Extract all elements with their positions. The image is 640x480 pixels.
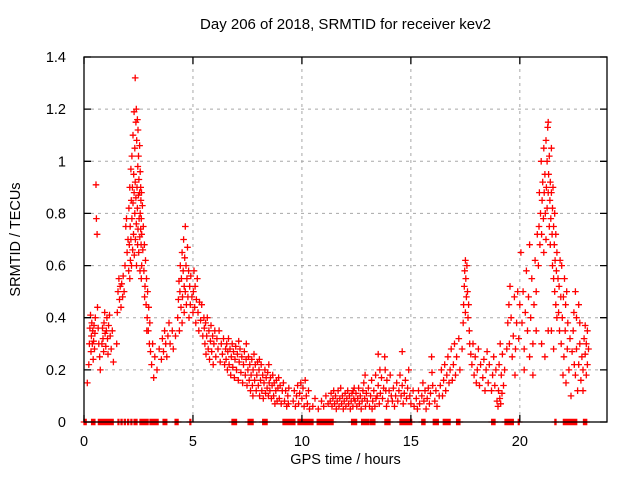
x-tick-label: 20 — [512, 434, 528, 450]
y-tick-label: 1 — [58, 154, 66, 170]
y-tick-label: 0 — [58, 415, 66, 431]
x-tick-label: 15 — [403, 434, 419, 450]
y-tick-label: 1.4 — [46, 50, 66, 66]
y-tick-label: 1.2 — [46, 102, 66, 118]
x-axis-label: GPS time / hours — [290, 452, 400, 468]
x-tick-label: 5 — [189, 434, 197, 450]
y-tick-label: 0.6 — [46, 259, 66, 275]
y-tick-label: 0.8 — [46, 206, 66, 222]
gridlines — [84, 57, 607, 422]
chart-title: Day 206 of 2018, SRMTID for receiver kev… — [200, 16, 491, 33]
plot-border-and-ticks — [83, 56, 608, 423]
y-tick-label: 0.4 — [46, 311, 66, 327]
scatter-points — [84, 74, 592, 413]
x-tick-label: 0 — [80, 434, 88, 450]
y-axis-label: SRMTID / TECUs — [8, 182, 24, 296]
y-tick-label: 0.2 — [46, 363, 66, 379]
tick-labels: 0 5 10 15 20 0 0.2 0.4 0.6 0.8 1 1.2 1.4 — [46, 50, 528, 450]
x-tick-label: 10 — [294, 434, 310, 450]
